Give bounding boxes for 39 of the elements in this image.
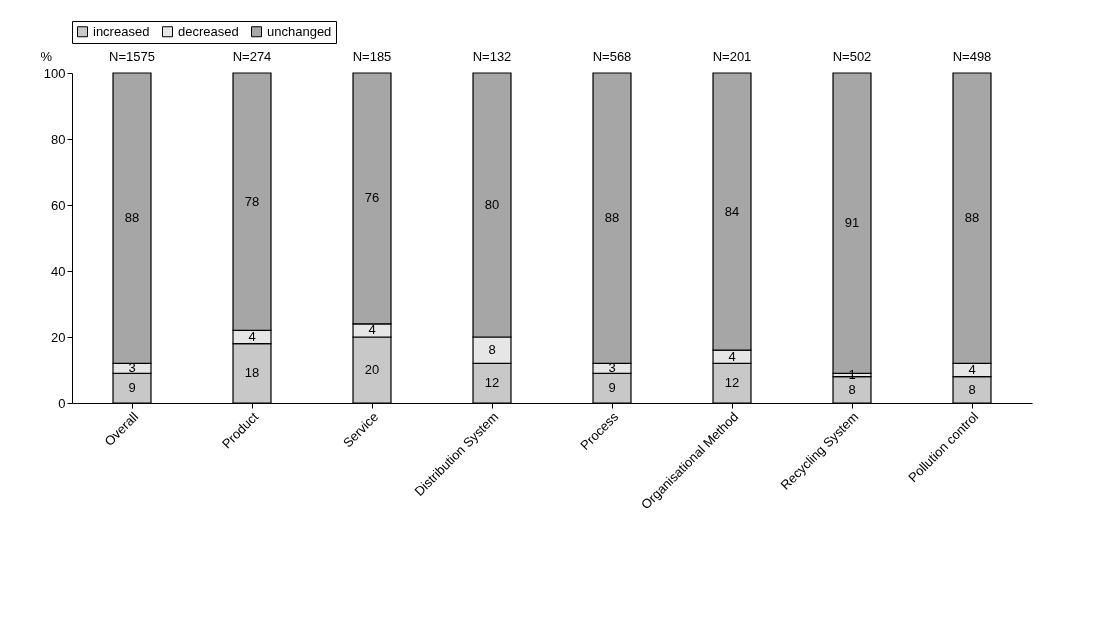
- legend-label: unchanged: [267, 23, 332, 39]
- data-label: 78: [244, 193, 260, 209]
- data-label: 9: [128, 380, 136, 396]
- data-label: 20: [364, 362, 380, 377]
- text: N=185: [352, 49, 392, 64]
- data-label: 4: [968, 362, 976, 377]
- y-tick-label: 0: [58, 395, 66, 411]
- y-tick-label: 80: [51, 131, 66, 147]
- data-label: 88: [604, 210, 620, 226]
- data-label: 12: [484, 375, 500, 391]
- data-label: 18: [244, 365, 260, 381]
- data-label: 8: [968, 381, 976, 397]
- data-label: 8: [488, 342, 496, 358]
- legend-label: decreased: [178, 23, 239, 39]
- text: N=502: [832, 49, 872, 64]
- data-label: 9: [608, 380, 616, 396]
- data-label: 8: [848, 381, 856, 397]
- y-tick-label: 20: [51, 329, 66, 345]
- data-label: 12: [724, 375, 740, 391]
- data-label: 80: [484, 197, 500, 212]
- text: N=498: [952, 49, 992, 64]
- data-label: 91: [844, 215, 860, 231]
- text: N=274: [232, 49, 272, 64]
- y-axis-title: %: [40, 49, 53, 64]
- text: N=1575: [109, 49, 155, 64]
- data-label: 4: [248, 329, 256, 344]
- y-tick-label: 60: [51, 197, 66, 213]
- text: N=568: [592, 49, 632, 64]
- text: N=201: [712, 49, 752, 64]
- y-tick-label: 100: [43, 65, 66, 81]
- legend-label: increased: [93, 23, 150, 39]
- data-label: 88: [124, 210, 140, 226]
- text: N=132: [472, 49, 512, 64]
- data-label: 4: [728, 348, 736, 364]
- data-label: 4: [368, 322, 376, 338]
- data-label: 84: [724, 203, 740, 219]
- data-label: 88: [964, 210, 980, 226]
- y-tick-label: 40: [51, 263, 66, 279]
- data-label: 76: [364, 190, 380, 206]
